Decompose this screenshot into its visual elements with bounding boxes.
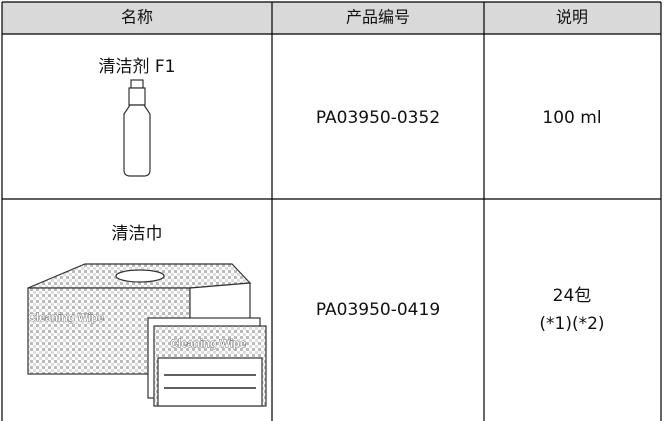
wipe-box-illustration: Cleaning Wipe Cleaning Wipe — [27, 263, 267, 407]
product-code: PA03950-0419 — [316, 300, 440, 320]
description: 100 ml — [542, 108, 601, 128]
header-cell: 产品编号 — [346, 8, 410, 27]
header-cell: 说明 — [556, 8, 588, 27]
header-cell: 名称 — [121, 8, 153, 27]
description: 24包 — [553, 286, 592, 306]
illustration-label: Cleaning Wipe — [28, 312, 104, 324]
product-code: PA03950-0352 — [316, 108, 440, 128]
product-name: 清洁剂 F1 — [99, 57, 176, 77]
header-background — [2, 2, 661, 34]
illustration-label: Cleaning Wipe — [170, 338, 246, 350]
spray-bottle-illustration — [123, 79, 151, 177]
product-name: 清洁巾 — [112, 224, 163, 244]
description: (*1)(*2) — [539, 314, 604, 334]
